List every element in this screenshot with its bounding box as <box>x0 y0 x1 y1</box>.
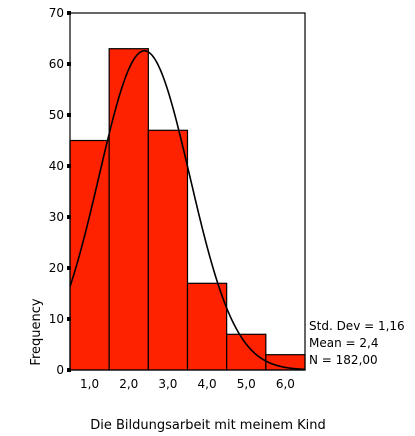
y-tick-label: 20 <box>49 261 64 275</box>
histogram-bar-1 <box>69 139 110 371</box>
y-tick-mark <box>67 215 71 219</box>
x-axis-label: Die Bildungsarbeit mit meinem Kind <box>90 418 326 433</box>
y-axis-ticks: 0 10 20 30 40 50 60 70 <box>49 6 71 377</box>
stats-mean: Mean = 2,4 <box>309 336 378 350</box>
y-tick-label: 70 <box>49 6 64 20</box>
y-tick-label: 10 <box>49 312 64 326</box>
x-tick-label: 2,0 <box>119 377 138 391</box>
normal-curve <box>69 49 306 371</box>
histogram-bar-2 <box>108 48 149 371</box>
x-tick-label: 4,0 <box>198 377 217 391</box>
y-tick-mark <box>67 11 71 15</box>
histogram-bar-5 <box>226 333 267 371</box>
y-axis-label: Frequency <box>29 298 44 365</box>
plot-frame <box>69 12 306 371</box>
y-tick-mark <box>67 368 71 372</box>
x-axis-ticks: 1,0 2,0 3,0 4,0 5,0 6,0 <box>80 377 295 391</box>
y-tick-mark <box>67 62 71 66</box>
y-tick-mark <box>67 266 71 270</box>
stats-std-dev: Std. Dev = 1,16 <box>309 319 405 333</box>
y-tick-label: 50 <box>49 108 64 122</box>
histogram-bars <box>69 48 306 371</box>
stats-n: N = 182,00 <box>309 353 378 367</box>
y-tick-label: 40 <box>49 159 64 173</box>
histogram-bar-4 <box>186 282 228 371</box>
y-tick-mark <box>67 164 71 168</box>
y-tick-label: 0 <box>56 363 64 377</box>
x-tick-label: 5,0 <box>237 377 256 391</box>
x-tick-label: 3,0 <box>158 377 177 391</box>
x-tick-label: 6,0 <box>276 377 295 391</box>
y-tick-label: 60 <box>49 57 64 71</box>
y-tick-mark <box>67 317 71 321</box>
histogram-bar-3 <box>147 129 189 371</box>
y-tick-mark <box>67 113 71 117</box>
y-tick-label: 30 <box>49 210 64 224</box>
x-tick-label: 1,0 <box>80 377 99 391</box>
